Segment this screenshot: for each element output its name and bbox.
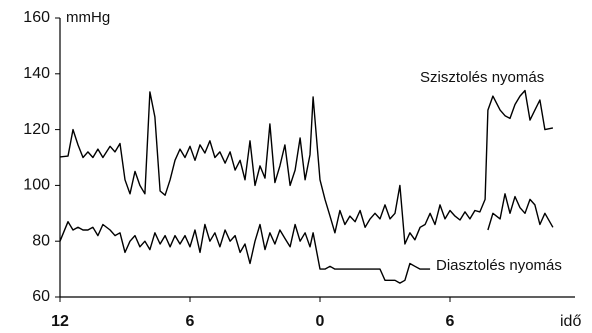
y-axis-label: mmHg [66,9,110,26]
x-tick-label: 6 [446,313,455,330]
y-tick-label: 60 [32,288,50,305]
y-tick-label: 80 [32,232,50,249]
x-axis-label: idő [560,313,581,330]
y-tick-label: 160 [23,9,50,26]
x-tick-label: 0 [316,313,325,330]
series-line [59,193,554,284]
y-tick-label: 100 [23,177,50,194]
x-tick-label: 6 [186,313,195,330]
y-tick-label: 120 [23,121,50,138]
series-label: Diasztolés nyomás [436,257,562,274]
series-label: Szisztolés nyomás [420,69,544,86]
x-tick-label: 12 [51,313,69,330]
y-tick-label: 140 [23,65,50,82]
series-line [59,89,554,245]
